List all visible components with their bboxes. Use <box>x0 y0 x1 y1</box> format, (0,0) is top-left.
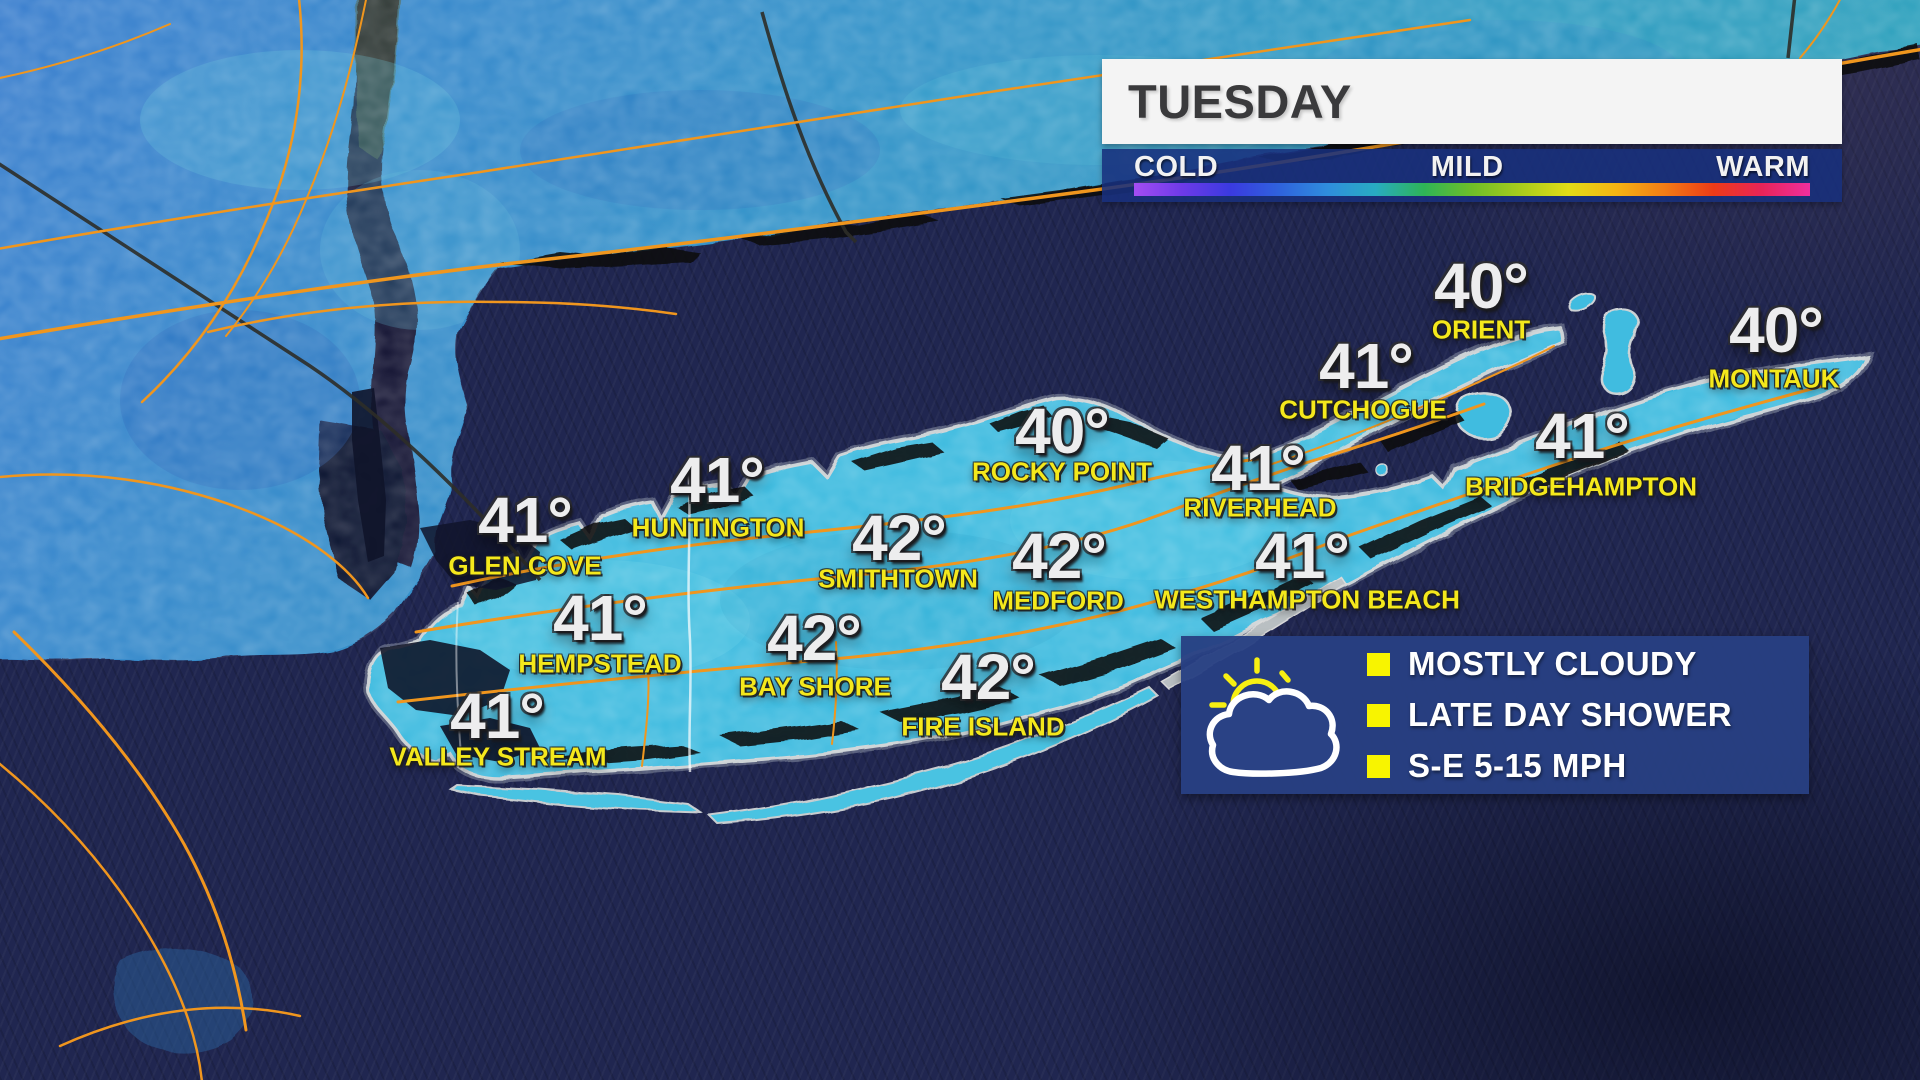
shelter-island <box>1454 391 1513 440</box>
temperature-label: 40° <box>1015 395 1110 467</box>
city-label: BRIDGEHAMPTON <box>1464 471 1698 502</box>
temperature-label: 40° <box>1729 294 1824 366</box>
city-label: GLEN COVE <box>448 550 602 581</box>
city-label: BAY SHORE <box>739 671 891 702</box>
cloud-shape <box>1206 688 1340 777</box>
legend-title-box: TUESDAY <box>1102 59 1842 144</box>
temperature-label: 42° <box>941 641 1036 713</box>
temperature-gradient <box>1134 183 1810 196</box>
bullet-icon <box>1367 652 1390 676</box>
conditions-panel: MOSTLY CLOUDY LATE DAY SHOWER S-E 5-15 M… <box>1181 636 1809 794</box>
condition-text: MOSTLY CLOUDY <box>1408 645 1697 682</box>
scale-label-mild: MILD <box>1430 150 1504 183</box>
city-label: HUNTINGTON <box>631 512 805 543</box>
gardiners-island <box>1599 308 1640 394</box>
condition-text: S-E 5-15 MPH <box>1408 747 1627 784</box>
plum-island <box>1567 292 1597 312</box>
scale-label-warm: WARM <box>1716 150 1810 183</box>
condition-list: MOSTLY CLOUDY LATE DAY SHOWER S-E 5-15 M… <box>1367 645 1732 785</box>
temperature-label: 41° <box>450 680 545 752</box>
condition-item: LATE DAY SHOWER <box>1367 696 1732 734</box>
temperature-label: 42° <box>852 502 947 574</box>
condition-item: MOSTLY CLOUDY <box>1367 645 1732 683</box>
condition-item: S-E 5-15 MPH <box>1367 747 1732 785</box>
bullet-icon <box>1367 703 1390 727</box>
city-label: WESTHAMPTON BEACH <box>1154 584 1460 615</box>
temperature-label: 41° <box>670 444 765 516</box>
temperature-label: 41° <box>478 484 573 556</box>
temperature-label: 41° <box>1255 520 1350 592</box>
city-label: SMITHTOWN <box>818 563 978 594</box>
city-label: CUTCHOGUE <box>1279 394 1447 425</box>
city-label: ROCKY POINT <box>971 456 1153 487</box>
state-boundaries <box>0 0 1797 582</box>
weather-icon-wrap <box>1181 650 1367 780</box>
temperature-label: 42° <box>767 602 862 674</box>
urban-areas <box>352 388 540 762</box>
city-label: VALLEY STREAM <box>389 741 607 772</box>
city-label: MONTAUK <box>1708 363 1840 394</box>
city-label: ORIENT <box>1431 314 1531 345</box>
county-boundaries <box>455 467 692 773</box>
barrier-island <box>449 784 704 814</box>
temperature-label: 41° <box>1535 400 1630 472</box>
city-label: MEDFORD <box>992 585 1124 616</box>
city-label: FIRE ISLAND <box>901 711 1065 742</box>
temperature-label: 41° <box>1319 330 1414 402</box>
bullet-icon <box>1367 754 1390 778</box>
legend-title: TUESDAY <box>1128 75 1352 128</box>
fire-island-barrier <box>707 686 1160 826</box>
temperature-scale-bar: COLD MILD WARM <box>1102 149 1842 202</box>
city-label: RIVERHEAD <box>1183 492 1337 523</box>
temperature-label: 42° <box>1012 520 1107 592</box>
sun-behind-cloud-icon <box>1206 657 1340 777</box>
temperature-label: 41° <box>1211 432 1306 504</box>
city-label: HEMPSTEAD <box>518 648 682 679</box>
scale-label-cold: COLD <box>1134 150 1219 183</box>
temperature-label: 41° <box>553 582 648 654</box>
condition-text: LATE DAY SHOWER <box>1408 696 1733 733</box>
temperature-label: 40° <box>1434 250 1529 322</box>
